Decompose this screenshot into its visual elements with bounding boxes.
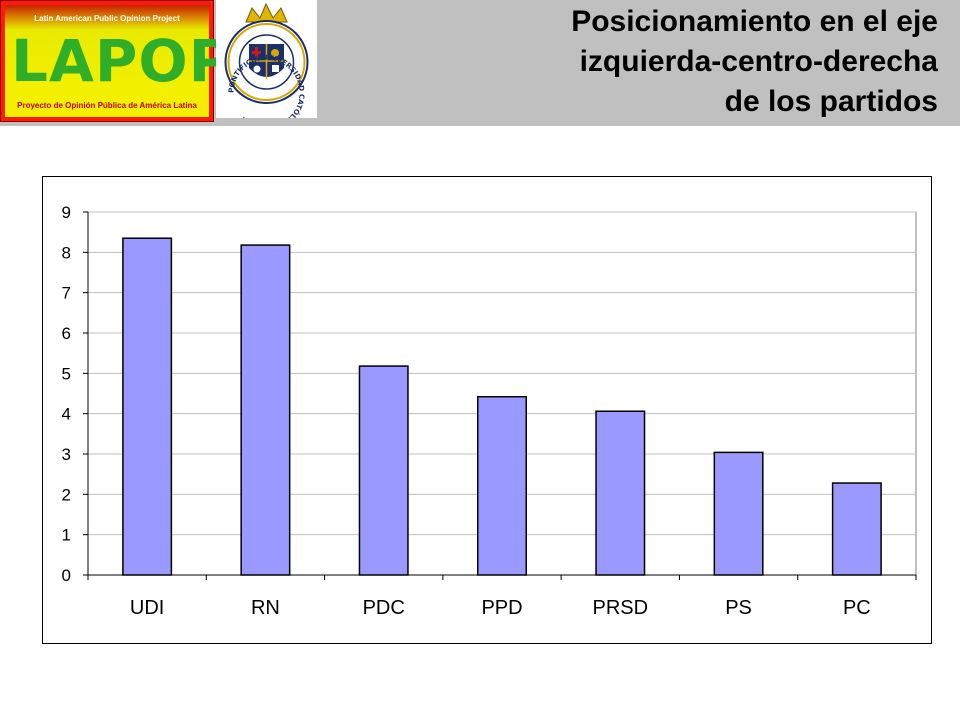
bar-ppd [477, 395, 527, 576]
bar-pdc [358, 365, 409, 576]
page-title-line-1: Posicionamiento en el eje [571, 5, 938, 38]
bar-pc [831, 482, 882, 576]
x-tick-label: PS [725, 597, 752, 619]
y-tick-label: 4 [62, 405, 71, 424]
lapop-logo-top-text: Latin American Public Opinion Project [34, 14, 180, 23]
bar-prsd [595, 410, 646, 576]
y-tick-label: 8 [62, 243, 71, 262]
page-title: Posicionamiento en el eje izquierda-cent… [378, 2, 938, 122]
bar-chart: 0 1 2 3 4 5 6 7 8 9 UDI RN PDC PPD PRSD PS PC [62, 203, 917, 619]
bar-ps [713, 451, 764, 576]
university-seal-icon: PONTIFICIA UNIVERSIDAD CATÓLICA DE CHILE [224, 2, 309, 132]
y-tick-label: 1 [62, 526, 71, 545]
x-tick-label: RN [251, 597, 280, 619]
x-tick-label: PPD [481, 597, 522, 619]
chart-frame: 0 1 2 3 4 5 6 7 8 9 UDI RN PDC PPD PRSD PS PC [42, 176, 932, 644]
x-tick-label: UDI [130, 597, 164, 619]
y-tick-label: 7 [62, 284, 71, 303]
bar-rn [240, 244, 291, 576]
y-tick-label: 2 [62, 485, 71, 504]
lapop-logo: Latin American Public Opinion Project LA… [0, 0, 233, 122]
x-tick-label: PC [843, 597, 871, 619]
lapop-logo-bottom-text: Proyecto de Opinión Pública de América L… [17, 101, 197, 110]
page-title-line-3: de los partidos [724, 85, 938, 118]
y-tick-label: 9 [62, 203, 71, 222]
x-tick-label: PRSD [592, 597, 648, 619]
page-title-line-2: izquierda-centro-derecha [579, 45, 938, 78]
university-seal: PONTIFICIA UNIVERSIDAD CATÓLICA DE CHILE [216, 0, 317, 132]
lapop-logo-panel: Latin American Public Opinion Project LA… [5, 5, 233, 117]
x-tick-label: PDC [363, 597, 405, 619]
y-tick-label: 5 [62, 364, 71, 383]
lapop-logo-wordmark: LAPOP [11, 27, 233, 95]
bar-udi [122, 237, 173, 576]
y-tick-label: 6 [62, 324, 71, 343]
y-tick-label: 0 [62, 566, 71, 585]
y-tick-label: 3 [62, 445, 71, 464]
